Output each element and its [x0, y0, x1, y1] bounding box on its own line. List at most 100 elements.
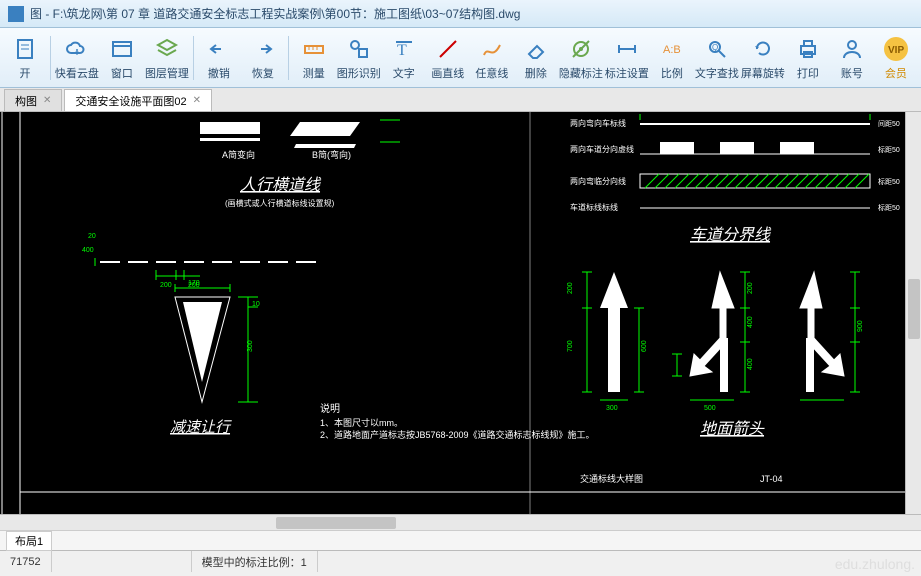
- tab-label: 构图: [15, 93, 37, 109]
- tool-print[interactable]: 打印: [787, 30, 829, 86]
- svg-text:两向弯临分向线: 两向弯临分向线: [570, 176, 626, 186]
- tool-ruler[interactable]: 测量: [293, 30, 335, 86]
- ruler-icon: [300, 35, 328, 63]
- watermark: edu.zhulong.: [835, 556, 915, 572]
- svg-text:10: 10: [252, 301, 260, 308]
- layers-icon: [153, 35, 181, 63]
- tool-cloud[interactable]: 快看云盘: [55, 30, 99, 86]
- tool-user[interactable]: 账号: [831, 30, 873, 86]
- cloud-icon: [63, 35, 91, 63]
- notes-block: 说明 1、本图尺寸以mm。 2、道路地面产道标志按JB5768-2009《道路交…: [320, 402, 595, 440]
- tool-label: 测量: [303, 65, 325, 81]
- close-icon[interactable]: ✕: [193, 95, 201, 106]
- tool-eraser[interactable]: 删除: [515, 30, 557, 86]
- vertical-scrollbar[interactable]: [905, 112, 921, 530]
- horizontal-scrollbar[interactable]: [0, 514, 921, 530]
- tool-freeline[interactable]: 任意线: [471, 30, 513, 86]
- tool-label: 屏幕旋转: [741, 65, 785, 81]
- hide-icon: [567, 35, 595, 63]
- svg-text:400: 400: [82, 247, 94, 254]
- svg-text:车道分界线: 车道分界线: [690, 226, 772, 244]
- tool-label: 隐藏标注: [559, 65, 603, 81]
- svg-text:间距50: 间距50: [878, 120, 900, 128]
- tool-rotate[interactable]: 屏幕旋转: [741, 30, 785, 86]
- eraser-icon: [522, 35, 550, 63]
- svg-text:标距50: 标距50: [878, 177, 900, 186]
- tool-hide[interactable]: 隐藏标注: [559, 30, 603, 86]
- close-icon[interactable]: ✕: [43, 95, 51, 106]
- redo-icon: [249, 35, 277, 63]
- toolbar-separator: [288, 36, 289, 80]
- svg-text:400: 400: [747, 316, 754, 328]
- svg-text:A:B: A:B: [663, 44, 681, 56]
- tool-label: 比例: [661, 65, 683, 81]
- svg-text:标距50: 标距50: [878, 145, 900, 154]
- freeline-icon: [478, 35, 506, 63]
- svg-text:600: 600: [641, 340, 648, 352]
- tool-label: 图形识别: [337, 65, 381, 81]
- document-tab[interactable]: 构图 ✕: [4, 89, 62, 111]
- tool-line[interactable]: 画直线: [427, 30, 469, 86]
- window-icon: [108, 35, 136, 63]
- coordinate-readout: 71752: [0, 551, 52, 572]
- layout-tab[interactable]: 布局1: [6, 531, 52, 551]
- tool-layers[interactable]: 图层管理: [145, 30, 189, 86]
- tool-undo[interactable]: 撤销: [198, 30, 240, 86]
- svg-text:标距50: 标距50: [878, 203, 900, 212]
- svg-text:200: 200: [747, 282, 754, 294]
- svg-text:JT-04: JT-04: [760, 474, 783, 484]
- tool-label: 开: [20, 65, 31, 81]
- toolbar-separator: [50, 36, 51, 80]
- vip-icon: VIP: [882, 35, 910, 63]
- dimset-icon: [613, 35, 641, 63]
- drawing-canvas[interactable]: A简变向 B简(弯向) 人行横道线 (画横式或人行横道标线设置规) 两向弯向车标…: [0, 112, 921, 530]
- svg-text:2、道路地面产道标志按JB5768-2009《道路交通标志标: 2、道路地面产道标志按JB5768-2009《道路交通标志标线规》施工。: [320, 429, 595, 440]
- text-icon: T: [390, 35, 418, 63]
- svg-text:T: T: [397, 42, 407, 59]
- undo-icon: [205, 35, 233, 63]
- tool-label: 任意线: [475, 65, 508, 81]
- svg-text:VIP: VIP: [888, 45, 904, 56]
- app-icon: [8, 6, 24, 22]
- shapes-icon: [345, 35, 373, 63]
- svg-text:人行横道线: 人行横道线: [240, 176, 322, 194]
- lane-divider-diagram: 两向弯向车标线 间距50 两向车道分向虚线 标距50: [570, 114, 900, 244]
- tool-text[interactable]: T 文字: [383, 30, 425, 86]
- doc-icon: [11, 35, 39, 63]
- svg-text:200: 200: [567, 282, 574, 294]
- tool-ratio[interactable]: A:B 比例: [651, 30, 693, 86]
- tool-find[interactable]: Q 文字查找: [695, 30, 739, 86]
- crosswalk-diagram: A简变向 B简(弯向) 人行横道线 (画横式或人行横道标线设置规): [200, 120, 400, 208]
- user-icon: [838, 35, 866, 63]
- tool-label: 图层管理: [145, 65, 189, 81]
- find-icon: Q: [703, 35, 731, 63]
- svg-text:车道标线标线: 车道标线标线: [570, 202, 618, 212]
- tool-label: 标注设置: [605, 65, 649, 81]
- tool-redo[interactable]: 恢复: [242, 30, 284, 86]
- toolbar-separator: [193, 36, 194, 80]
- tool-window[interactable]: 窗口: [101, 30, 143, 86]
- svg-text:300: 300: [606, 405, 618, 412]
- tool-label: 文字查找: [695, 65, 739, 81]
- document-tabs: 构图 ✕ 交通安全设施平面图02 ✕: [0, 88, 921, 112]
- svg-text:地面箭头: 地面箭头: [700, 420, 765, 438]
- svg-text:(画横式或人行横道标线设置规): (画横式或人行横道标线设置规): [225, 198, 335, 208]
- tab-label: 交通安全设施平面图02: [75, 93, 186, 109]
- svg-text:Q: Q: [712, 43, 718, 52]
- svg-text:A简变向: A简变向: [222, 149, 255, 160]
- svg-text:两向弯向车标线: 两向弯向车标线: [570, 118, 626, 128]
- tool-label: 删除: [525, 65, 547, 81]
- window-title: 图 - F:\筑龙网\第 07 章 道路交通安全标志工程实战案例\第00节：施工…: [30, 5, 520, 22]
- svg-text:700: 700: [567, 340, 574, 352]
- tool-label: 文字: [393, 65, 415, 81]
- tool-label: 打印: [797, 65, 819, 81]
- tool-dimset[interactable]: 标注设置: [605, 30, 649, 86]
- document-tab[interactable]: 交通安全设施平面图02 ✕: [64, 89, 212, 111]
- tool-vip[interactable]: VIP会员: [875, 30, 917, 86]
- tool-doc[interactable]: 开: [4, 30, 46, 86]
- tool-shapes[interactable]: 图形识别: [337, 30, 381, 86]
- svg-text:900: 900: [857, 320, 864, 332]
- ground-arrows-diagram: 200 700 600 300 200 400 400: [567, 272, 864, 438]
- scale-readout: 模型中的标注比例：1: [192, 551, 318, 572]
- title-bar: 图 - F:\筑龙网\第 07 章 道路交通安全标志工程实战案例\第00节：施工…: [0, 0, 921, 28]
